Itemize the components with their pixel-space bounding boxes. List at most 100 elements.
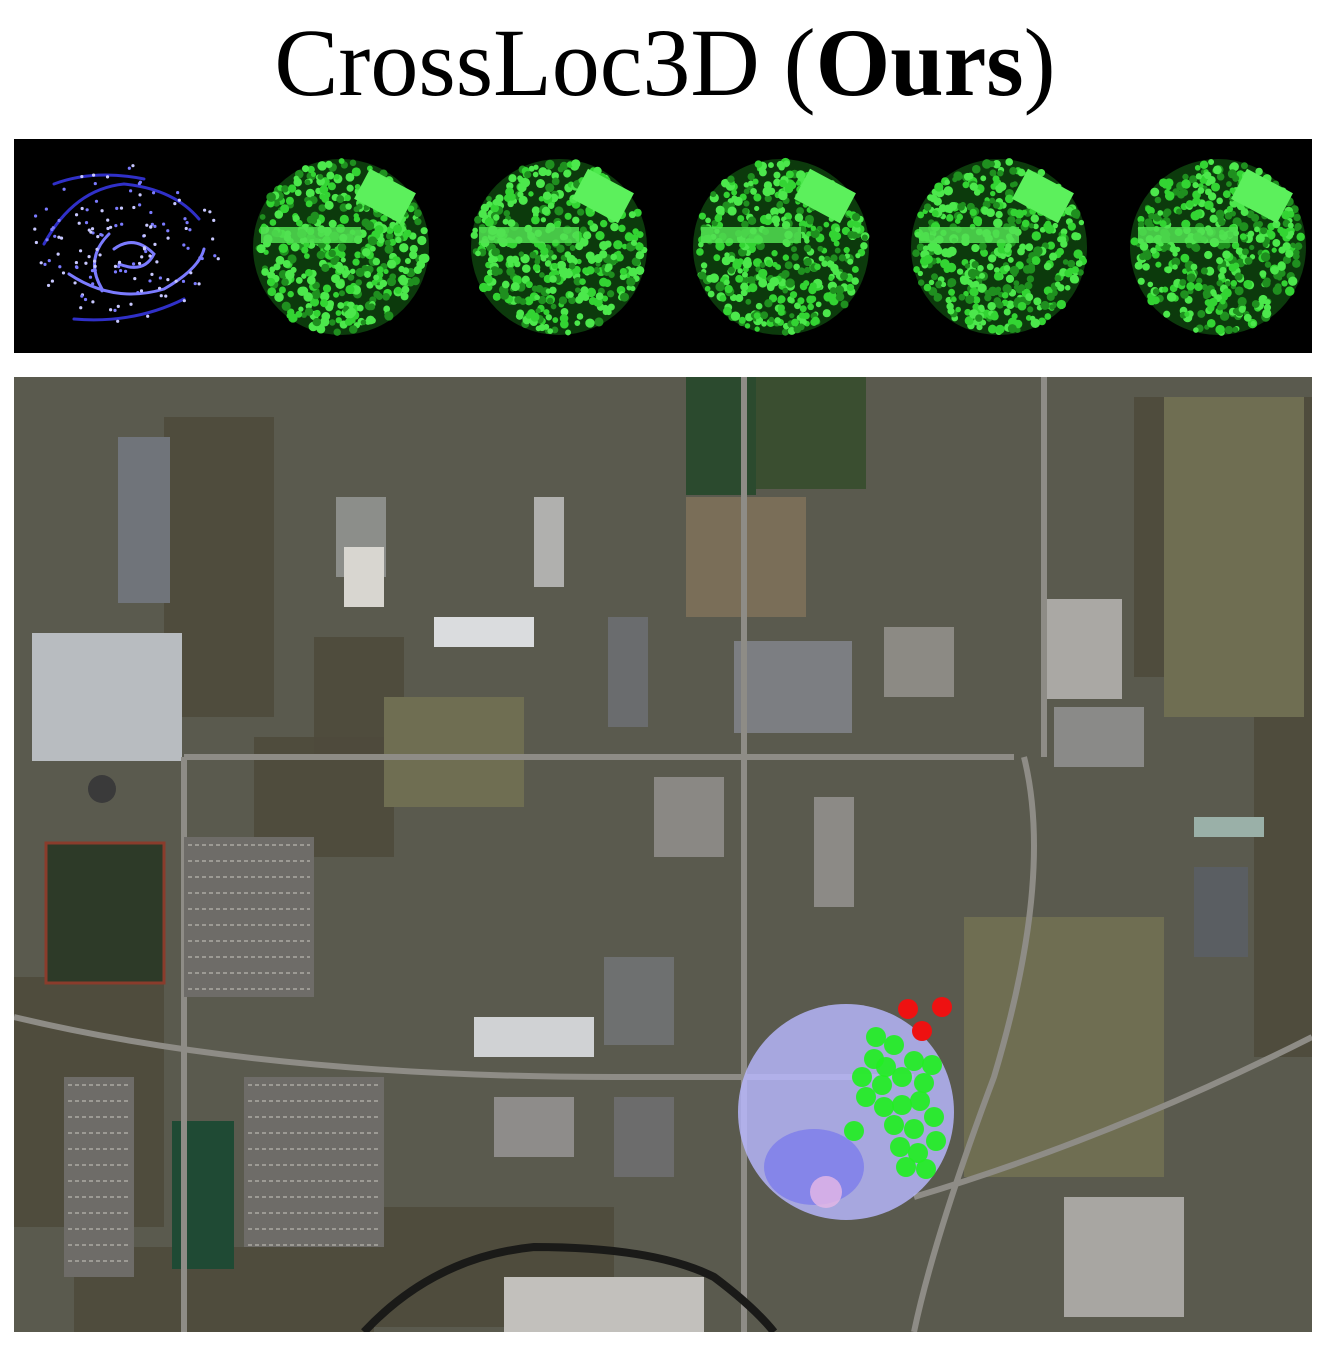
submap-point <box>490 203 500 213</box>
submap-point <box>735 294 744 303</box>
building <box>1042 599 1122 699</box>
submap-point <box>741 271 748 278</box>
submap-point <box>1021 209 1028 216</box>
building <box>118 437 170 603</box>
submap-point <box>618 224 626 233</box>
submap-point <box>1192 196 1201 205</box>
submap-point <box>797 297 805 305</box>
submap-point <box>828 275 834 281</box>
submap-point <box>492 199 500 206</box>
submap-point <box>528 165 535 172</box>
submap-point <box>610 222 619 232</box>
submap-point <box>470 231 478 239</box>
query-scan-point <box>137 181 142 186</box>
submap-point <box>630 234 639 242</box>
road <box>14 1014 914 1080</box>
submap-point <box>762 186 772 197</box>
submap-point <box>599 250 608 259</box>
predicted-location-marker <box>908 1143 928 1163</box>
submap-point <box>1281 280 1288 287</box>
query-scan-point <box>57 218 61 223</box>
query-scan-point <box>80 206 84 211</box>
submap-point <box>1025 293 1034 302</box>
submap-point <box>803 244 812 253</box>
predicted-location-marker <box>916 1159 936 1179</box>
building <box>608 617 648 727</box>
submap-point <box>475 250 481 257</box>
submap-point <box>1210 289 1217 296</box>
submap-point <box>732 260 742 270</box>
retrieval-strip-svg <box>33 157 1306 336</box>
submap-point <box>1130 237 1139 246</box>
submap-point <box>776 160 785 169</box>
query-scan-point <box>123 269 128 273</box>
submap-point <box>538 295 547 305</box>
submap-point <box>1244 257 1253 265</box>
submap-point <box>1001 291 1009 299</box>
submap-point <box>1044 313 1052 320</box>
submap-point <box>1288 276 1298 286</box>
query-scan-point <box>166 278 170 282</box>
submap-point <box>705 217 711 224</box>
submap-point <box>303 241 310 248</box>
submap-point <box>1152 288 1160 295</box>
submap-point <box>316 177 325 186</box>
submap-point <box>1165 266 1173 274</box>
submap-road-patch <box>479 227 579 243</box>
submap-point <box>1078 219 1085 226</box>
submap-point <box>595 292 604 301</box>
submap-point <box>1154 196 1162 204</box>
submap-point <box>577 208 585 216</box>
submap-point <box>1184 311 1190 317</box>
submap-point <box>576 313 584 320</box>
query-scan-point <box>131 164 135 168</box>
submap-point <box>785 170 794 179</box>
query-scan-point <box>74 260 78 265</box>
submap-point <box>554 206 564 216</box>
submap-point <box>1172 264 1178 270</box>
submap-point <box>556 244 565 253</box>
submap-point <box>710 191 717 198</box>
predicted-location-marker <box>926 1131 946 1151</box>
submap-point <box>979 272 986 279</box>
submap-point <box>1234 286 1244 296</box>
query-scan-point <box>157 286 162 290</box>
submap-point <box>635 253 641 259</box>
submap-point <box>541 206 551 216</box>
submap-point <box>1222 250 1231 259</box>
query-scan-point <box>137 261 142 266</box>
query-scan-point <box>127 166 131 170</box>
submap-point <box>1075 260 1083 267</box>
grass-area <box>964 917 1164 1177</box>
submap-point <box>545 314 552 321</box>
submap-building-patch <box>794 168 856 224</box>
road <box>913 1034 1312 1200</box>
submap-point <box>492 292 501 301</box>
query-scan-point <box>94 199 99 203</box>
submap-point <box>385 232 394 240</box>
submap-point <box>778 190 788 201</box>
submap-point <box>1239 233 1247 240</box>
submap-point <box>1224 325 1234 335</box>
submap-point <box>835 285 845 295</box>
submap-point <box>311 290 321 300</box>
submap-point <box>798 312 806 319</box>
predicted-location-marker <box>892 1095 912 1115</box>
submap-road-patch <box>1138 227 1238 243</box>
submap-point <box>1163 310 1171 318</box>
building <box>734 641 852 733</box>
submap-point <box>977 265 984 272</box>
submap-point <box>560 308 569 316</box>
submap-point <box>1017 301 1027 311</box>
submap-point <box>1073 249 1083 259</box>
submap-point <box>976 324 983 331</box>
predicted-location-marker <box>884 1035 904 1055</box>
submap-point <box>321 263 330 272</box>
submap-point <box>333 255 340 262</box>
submap-point <box>815 301 822 308</box>
submap-point <box>510 282 520 292</box>
submap-point <box>535 179 545 189</box>
submap-point <box>549 286 557 294</box>
submap-point <box>267 287 277 297</box>
submap-point <box>959 275 967 283</box>
